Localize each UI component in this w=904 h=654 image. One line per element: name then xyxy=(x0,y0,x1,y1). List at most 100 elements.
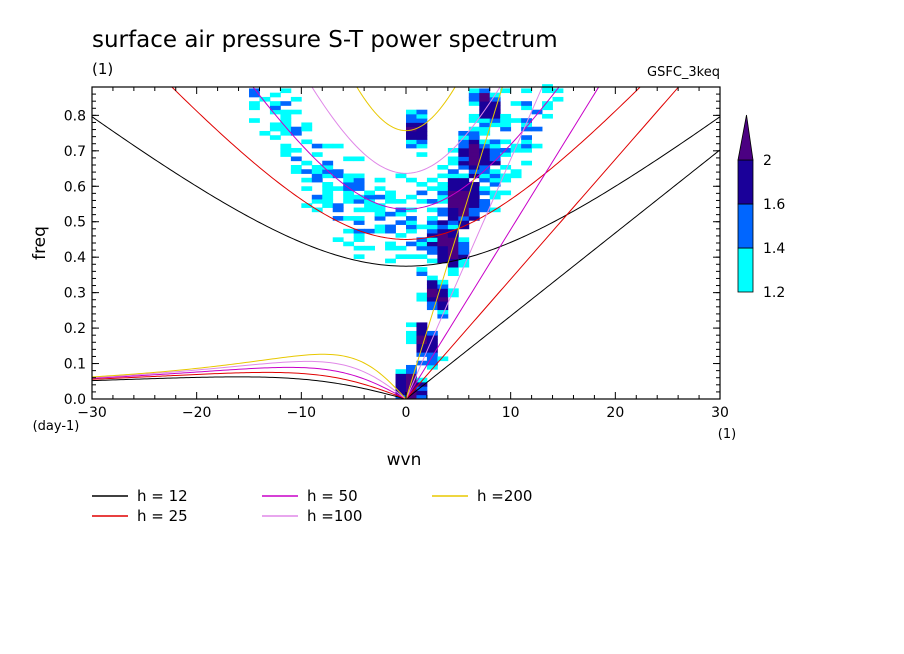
y-tick-label: 0.4 xyxy=(64,250,86,266)
contour-cell xyxy=(500,152,512,157)
contour-cell xyxy=(343,156,355,162)
contour-cell xyxy=(269,92,281,98)
y-axis-label: freq xyxy=(30,226,50,260)
contour-cell xyxy=(426,216,438,221)
contour-cell xyxy=(468,147,480,153)
contour-cell xyxy=(437,356,449,362)
contour-cell xyxy=(395,369,407,374)
contour-cell xyxy=(542,105,553,111)
contour-cell xyxy=(332,207,344,213)
contour-cell xyxy=(468,182,480,187)
contour-cell xyxy=(489,156,501,162)
x-tick-label: −30 xyxy=(77,405,107,421)
contour-cell xyxy=(447,173,459,179)
contour-cell xyxy=(406,135,417,140)
contour-cell xyxy=(426,207,438,213)
contour-cell xyxy=(437,279,449,285)
contour-cell xyxy=(343,216,355,221)
contour-cell xyxy=(447,186,459,191)
contour-cell xyxy=(280,143,292,149)
contour-cell xyxy=(447,182,459,187)
contour-cell xyxy=(479,147,491,153)
contour-cell xyxy=(426,296,438,302)
contour-cell xyxy=(406,220,417,225)
contour-cell xyxy=(447,220,459,225)
contour-cell xyxy=(374,228,386,234)
contour-cell xyxy=(322,160,334,166)
contour-cell xyxy=(479,177,491,183)
contour-cell xyxy=(489,101,501,106)
contour-cell xyxy=(426,199,438,204)
contour-cell xyxy=(364,194,375,200)
contour-cell xyxy=(395,211,407,217)
y-tick-label: 0.0 xyxy=(64,392,86,408)
contour-cell xyxy=(521,105,532,111)
contour-cell xyxy=(468,113,480,119)
legend-label: h = 25 xyxy=(137,507,188,525)
contour-cell xyxy=(406,113,417,119)
contour-cell xyxy=(437,237,449,242)
contour-cell xyxy=(280,118,292,123)
contour-cell xyxy=(458,258,470,264)
contour-cell xyxy=(353,186,365,191)
contour-cell xyxy=(447,169,459,174)
contour-cell xyxy=(426,241,438,247)
contour-cell xyxy=(531,109,543,115)
contour-cell xyxy=(468,186,480,191)
contour-cell xyxy=(437,207,449,213)
contour-cell xyxy=(510,173,522,179)
contour-cell xyxy=(479,152,491,157)
contour-cell xyxy=(426,292,438,298)
contour-cell xyxy=(426,245,438,251)
contour-cell xyxy=(489,147,501,153)
contour-cell xyxy=(416,390,428,396)
colorbar-label: 1.6 xyxy=(763,197,785,213)
contour-cell xyxy=(458,160,470,166)
contour-cell xyxy=(437,186,449,191)
contour-cell xyxy=(416,339,428,345)
contour-cell xyxy=(479,130,491,136)
x-axis-label: wvn xyxy=(387,450,422,470)
contour-cell xyxy=(406,322,417,328)
contour-cell xyxy=(343,199,355,204)
contour-cell xyxy=(542,88,553,94)
contour-cell xyxy=(510,147,522,153)
contour-cell xyxy=(426,288,438,294)
dispersion-curve-kelvin xyxy=(405,87,543,399)
contour-cell xyxy=(290,165,302,170)
contour-cell xyxy=(489,169,501,174)
contour-cell xyxy=(458,241,470,247)
contour-cell xyxy=(479,109,491,115)
contour-cell xyxy=(395,377,407,383)
contour-cell xyxy=(374,186,386,191)
contour-cell xyxy=(458,224,470,230)
contour-cell xyxy=(406,228,417,234)
contour-cell xyxy=(447,147,459,153)
contour-cell xyxy=(426,352,438,357)
contour-cell xyxy=(353,254,365,259)
dispersion-curve-er xyxy=(92,371,407,399)
contour-cell xyxy=(531,143,543,149)
contour-cell xyxy=(468,156,480,162)
contour-cell xyxy=(290,147,302,153)
contour-cell xyxy=(301,203,313,208)
contour-cell xyxy=(290,130,302,136)
contour-cell xyxy=(311,177,323,183)
contour-cell xyxy=(353,199,365,204)
contour-cell xyxy=(280,147,292,153)
y-tick-label: 0.2 xyxy=(64,321,86,337)
contour-cell xyxy=(468,92,480,98)
contour-cell xyxy=(249,92,260,98)
contour-cell xyxy=(468,152,480,157)
contour-cell xyxy=(521,122,532,128)
contour-cell xyxy=(322,190,334,196)
contour-cell xyxy=(406,130,417,136)
contour-cell xyxy=(426,305,438,311)
contour-cell xyxy=(447,224,459,230)
contour-cell xyxy=(416,135,428,140)
contour-cell xyxy=(374,203,386,208)
colorbar-segment xyxy=(737,247,754,293)
contour-cell xyxy=(426,233,438,238)
chart-title: surface air pressure S-T power spectrum xyxy=(92,27,558,53)
contour-cell xyxy=(468,101,480,106)
